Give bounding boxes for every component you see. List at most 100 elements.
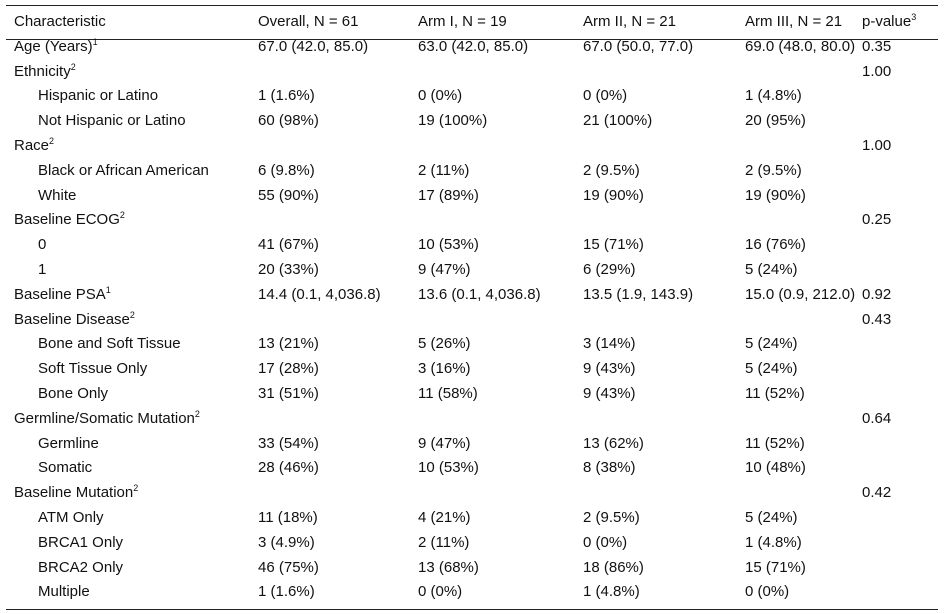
item-label: 1 <box>38 260 46 280</box>
item-label: Bone and Soft Tissue <box>38 334 181 354</box>
value-cell-text: 13.5 (1.9, 143.9) <box>583 285 694 303</box>
value-cell-text: 19 (90%) <box>745 186 806 204</box>
value-cell: 5 (24%) <box>745 359 798 379</box>
value-cell-text: 9 (43%) <box>583 360 636 378</box>
item-label: Black or African American <box>38 161 209 181</box>
value-cell: 9 (43%) <box>583 359 636 379</box>
value-cell-text: 0 (0%) <box>418 583 463 601</box>
value-cell-text: 9 (43%) <box>583 385 636 402</box>
column-header-text: Characteristic <box>14 13 106 30</box>
value-cell: 2 (9.5%) <box>745 161 802 181</box>
top-rule <box>6 5 938 6</box>
value-cell-text: 33 (54%) <box>258 434 319 452</box>
value-cell: 5 (24%) <box>745 334 798 354</box>
item-label-text: Multiple <box>38 583 90 601</box>
value-cell: 0 (0%) <box>418 582 462 602</box>
item-label: ATM Only <box>38 508 104 528</box>
value-cell: 41 (67%) <box>258 235 319 255</box>
item-label: 0 <box>38 235 46 255</box>
value-cell-text: 69.0 (48.0, 80.0) <box>745 37 856 55</box>
value-cell-text: 10 (53%) <box>418 459 479 477</box>
bottom-rule <box>6 609 938 610</box>
footnote-mark: 2 <box>49 136 55 146</box>
value-cell-text: 16 (76%) <box>745 236 806 254</box>
p-value: 0.92 <box>862 285 891 305</box>
value-cell-text: 9 (47%) <box>418 434 471 452</box>
value-cell-text: 1 (1.6%) <box>258 87 315 105</box>
value-cell: 21 (100%) <box>583 111 652 131</box>
value-cell: 13.6 (0.1, 4,036.8) <box>418 285 541 305</box>
value-cell-text: 3 (16%) <box>418 360 471 378</box>
group-label: Baseline PSA1 <box>14 285 111 305</box>
value-cell: 69.0 (48.0, 80.0) <box>745 37 855 57</box>
value-cell-text: 5 (24%) <box>745 509 798 526</box>
value-cell-text: 0 (0%) <box>583 87 628 105</box>
value-cell: 16 (76%) <box>745 235 806 255</box>
value-cell: 1 (4.8%) <box>583 582 640 602</box>
p-value-text: 1.00 <box>862 62 892 80</box>
value-cell: 55 (90%) <box>258 186 319 206</box>
value-cell-text: 14.4 (0.1, 4,036.8) <box>258 285 381 303</box>
value-cell: 67.0 (50.0, 77.0) <box>583 37 693 57</box>
value-cell-text: 46 (75%) <box>258 558 319 576</box>
value-cell: 19 (100%) <box>418 111 487 131</box>
value-cell: 10 (48%) <box>745 458 806 478</box>
value-cell: 18 (86%) <box>583 558 644 578</box>
footnote-mark: 2 <box>194 408 200 419</box>
p-value-text: 0.35 <box>862 37 892 55</box>
value-cell-text: 19 (100%) <box>418 112 488 130</box>
item-label: BRCA1 Only <box>38 533 123 553</box>
column-header-text: Arm III, N = 21 <box>745 13 843 30</box>
value-cell: 9 (47%) <box>418 434 471 454</box>
value-cell: 60 (98%) <box>258 111 319 131</box>
item-label-text: BRCA2 Only <box>38 558 124 576</box>
value-cell-text: 11 (58%) <box>418 385 478 402</box>
value-cell-text: 41 (67%) <box>258 236 319 254</box>
footnote-mark: 1 <box>92 36 98 47</box>
item-label: Soft Tissue Only <box>38 359 147 379</box>
value-cell-text: 9 (47%) <box>418 261 471 278</box>
value-cell: 11 (58%) <box>418 384 478 404</box>
value-cell-text: 5 (26%) <box>418 335 471 353</box>
value-cell-text: 11 (18%) <box>258 509 318 526</box>
item-label-text: Germline <box>38 434 99 452</box>
value-cell: 2 (9.5%) <box>583 161 640 181</box>
p-value: 0.25 <box>862 210 891 230</box>
item-label: BRCA2 Only <box>38 558 123 578</box>
value-cell: 11 (52%) <box>745 434 805 454</box>
value-cell-text: 21 (100%) <box>583 112 653 130</box>
value-cell: 3 (4.9%) <box>258 533 315 553</box>
column-header: Arm III, N = 21 <box>745 12 842 32</box>
value-cell-text: 10 (48%) <box>745 459 806 477</box>
value-cell: 1 (1.6%) <box>258 582 315 602</box>
item-label-text: Bone Only <box>38 385 109 402</box>
value-cell: 31 (51%) <box>258 384 319 404</box>
value-cell: 11 (52%) <box>745 384 805 404</box>
value-cell-text: 0 (0%) <box>745 583 790 601</box>
value-cell-text: 55 (90%) <box>258 186 319 204</box>
value-cell: 0 (0%) <box>583 533 627 553</box>
value-cell-text: 67.0 (50.0, 77.0) <box>583 37 694 55</box>
item-label-text: Not Hispanic or Latino <box>38 112 186 130</box>
value-cell: 2 (11%) <box>418 533 469 553</box>
item-label-text: 1 <box>38 261 47 278</box>
group-label: Germline/Somatic Mutation2 <box>14 409 200 429</box>
column-header: Characteristic <box>14 12 106 32</box>
p-value-text: 0.25 <box>862 211 892 229</box>
value-cell: 2 (9.5%) <box>583 508 640 528</box>
item-label: Bone Only <box>38 384 108 404</box>
value-cell: 20 (95%) <box>745 111 806 131</box>
value-cell-text: 5 (24%) <box>745 335 798 353</box>
item-label-text: Hispanic or Latino <box>38 87 159 105</box>
value-cell: 13 (21%) <box>258 334 319 354</box>
value-cell: 1 (4.8%) <box>745 86 802 106</box>
value-cell-text: 13 (21%) <box>258 335 319 353</box>
value-cell: 67.0 (42.0, 85.0) <box>258 37 368 57</box>
p-value: 1.00 <box>862 136 891 156</box>
group-label-text: Baseline ECOG <box>14 211 120 229</box>
value-cell: 0 (0%) <box>418 86 462 106</box>
value-cell: 4 (21%) <box>418 508 471 528</box>
value-cell: 9 (43%) <box>583 384 636 404</box>
value-cell: 33 (54%) <box>258 434 319 454</box>
value-cell: 20 (33%) <box>258 260 319 280</box>
